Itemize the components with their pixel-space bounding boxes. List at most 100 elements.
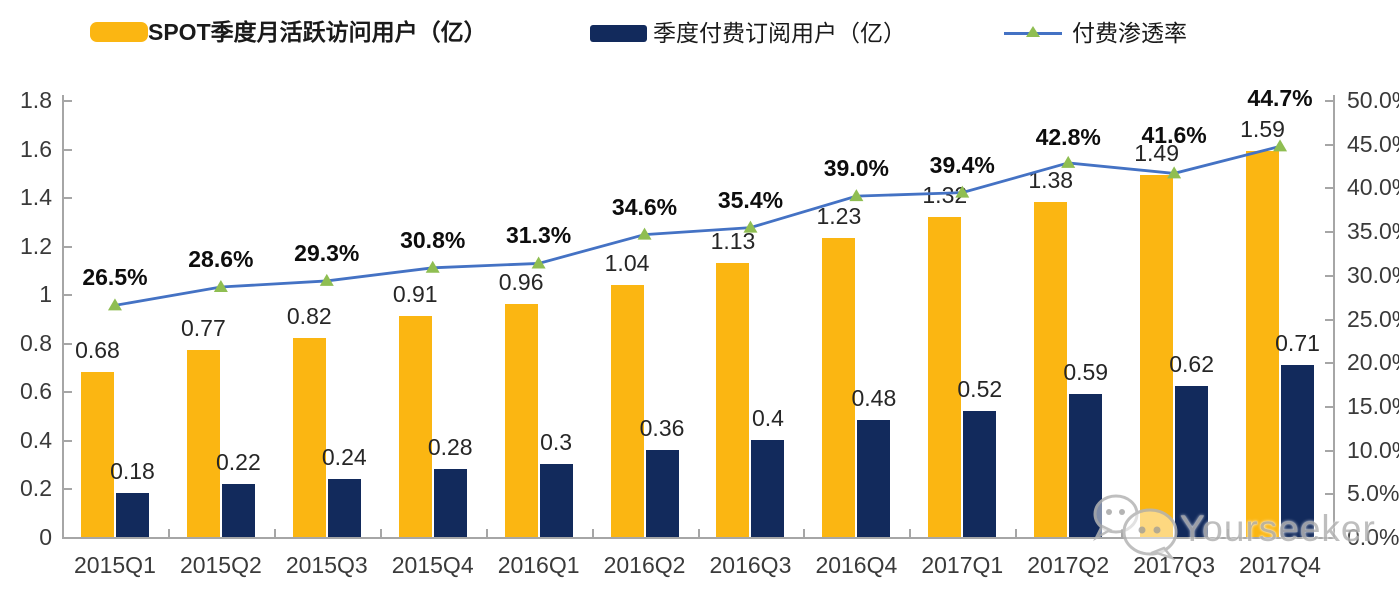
pct-label: 41.6% <box>1141 122 1207 149</box>
legend-item-mau: SPOT季度月活跃访问用户（亿） <box>90 19 487 45</box>
y-axis-right-tick <box>1325 187 1333 190</box>
triangle-marker-icon <box>1061 155 1076 168</box>
wechat-icon <box>1093 494 1178 561</box>
triangle-marker-icon <box>955 185 970 198</box>
y-tick-label-right: 35.0% <box>1347 218 1399 245</box>
y-tick-label-left: 1.2 <box>20 232 52 259</box>
bar-subscribers <box>1281 364 1315 537</box>
bar-mau <box>504 303 538 537</box>
y-axis-right-tick <box>1325 231 1333 234</box>
bar-value-label: 1.59 <box>1240 115 1285 142</box>
bar-mau <box>398 316 432 537</box>
y-axis-left <box>62 95 64 538</box>
x-axis-tick <box>1121 529 1124 537</box>
y-tick-label-right: 20.0% <box>1347 349 1399 376</box>
x-axis <box>62 537 1335 539</box>
pct-label: 34.6% <box>611 193 678 220</box>
bar-mau <box>610 284 644 537</box>
x-tick-label: 2015Q2 <box>179 552 262 578</box>
bar-value-label: 0.96 <box>498 268 544 295</box>
triangle-marker-icon <box>743 220 758 233</box>
pct-label: 39.4% <box>929 151 995 178</box>
y-axis-left-tick <box>64 439 72 442</box>
x-axis-tick <box>591 529 594 537</box>
bar-subscribers <box>115 493 149 537</box>
watermark-text: Yourseeker <box>1180 508 1376 549</box>
pct-label: 29.3% <box>294 239 360 266</box>
x-tick-label: 2017Q1 <box>921 552 1004 578</box>
bar-value-label: 0.62 <box>1169 351 1214 378</box>
triangle-marker-icon <box>531 256 546 269</box>
x-tick-label: 2017Q4 <box>1239 552 1321 578</box>
triangle-marker-icon <box>107 298 122 311</box>
x-axis-tick <box>485 529 488 537</box>
legend-item-penetration: 付费渗透率 <box>1004 20 1187 46</box>
watermark: Yourseeker <box>1088 492 1399 572</box>
bar-subscribers <box>433 469 467 537</box>
y-tick-label-left: 0.2 <box>20 475 52 502</box>
y-tick-label-right: 15.0% <box>1347 392 1399 419</box>
bar-value-label: 0.24 <box>321 443 367 470</box>
x-tick-label: 2016Q2 <box>603 552 686 578</box>
bar-mau <box>822 238 856 537</box>
x-tick-label: 2016Q4 <box>815 552 898 578</box>
x-tick-label: 2015Q1 <box>74 552 156 578</box>
bar-subscribers <box>751 439 785 537</box>
x-axis-tick <box>1333 529 1335 537</box>
triangle-marker-icon <box>1026 26 1040 37</box>
legend-item-subscribers: 季度付费订阅用户（亿） <box>590 20 906 46</box>
legend-swatch-mau <box>90 22 148 42</box>
y-tick-label-left: 1.6 <box>20 135 52 162</box>
y-axis-right-tick <box>1325 274 1333 277</box>
y-tick-label-right: 25.0% <box>1347 305 1399 332</box>
bar-value-label: 1.04 <box>604 249 650 276</box>
y-tick-label-left: 0.8 <box>20 329 52 356</box>
legend-label-subscribers: 季度付费订阅用户（亿） <box>653 20 906 46</box>
bar-subscribers <box>1069 393 1103 537</box>
bar-value-label: 0.3 <box>540 429 573 456</box>
y-axis-left-tick <box>64 100 72 102</box>
bar-subscribers <box>327 478 361 537</box>
y-axis-right-tick <box>1325 362 1333 365</box>
x-axis-tick <box>167 529 170 537</box>
bar-mau <box>1034 201 1068 537</box>
legend-swatch-subscribers <box>590 24 647 42</box>
y-tick-label-right: 5.0% <box>1347 480 1399 507</box>
y-tick-label-left: 0 <box>39 524 52 550</box>
legend-label-mau: SPOT季度月活跃访问用户（亿） <box>148 19 487 45</box>
bar-value-label: 0.18 <box>110 458 155 485</box>
y-axis-right-tick <box>1325 143 1333 146</box>
bar-value-label: 1.23 <box>816 203 862 230</box>
bar-value-label: 0.36 <box>639 414 685 441</box>
x-tick-label: 2017Q3 <box>1133 552 1216 578</box>
y-axis-left-tick <box>64 245 72 248</box>
bar-subscribers <box>1175 386 1209 537</box>
bar-value-label: 0.59 <box>1063 358 1109 385</box>
triangle-marker-icon <box>213 280 228 293</box>
bar-value-label: 0.82 <box>286 302 332 329</box>
y-tick-label-right: 30.0% <box>1347 261 1399 288</box>
bar-value-label: 1.13 <box>710 227 756 254</box>
y-axis-right <box>1333 95 1335 538</box>
y-tick-label-right: 10.0% <box>1347 436 1399 463</box>
x-axis-tick <box>909 529 912 537</box>
pct-label: 28.6% <box>188 246 254 273</box>
bar-value-label: 0.28 <box>427 434 473 461</box>
bar-value-label: 0.71 <box>1275 329 1320 356</box>
pct-label: 39.0% <box>823 155 889 182</box>
bar-mau <box>80 371 114 537</box>
x-axis-tick <box>273 529 276 537</box>
triangle-marker-icon <box>1167 166 1182 179</box>
pct-label: 42.8% <box>1035 123 1101 150</box>
x-tick-label: 2016Q1 <box>497 552 580 578</box>
bar-subscribers <box>963 410 997 537</box>
x-axis-tick <box>803 529 806 537</box>
bar-mau <box>716 262 750 537</box>
pct-label: 26.5% <box>82 264 148 291</box>
y-tick-label-left: 0.4 <box>20 426 52 453</box>
bar-value-label: 1.49 <box>1134 140 1179 167</box>
pct-label: 44.7% <box>1247 85 1313 112</box>
bar-value-label: 0.68 <box>75 336 120 363</box>
